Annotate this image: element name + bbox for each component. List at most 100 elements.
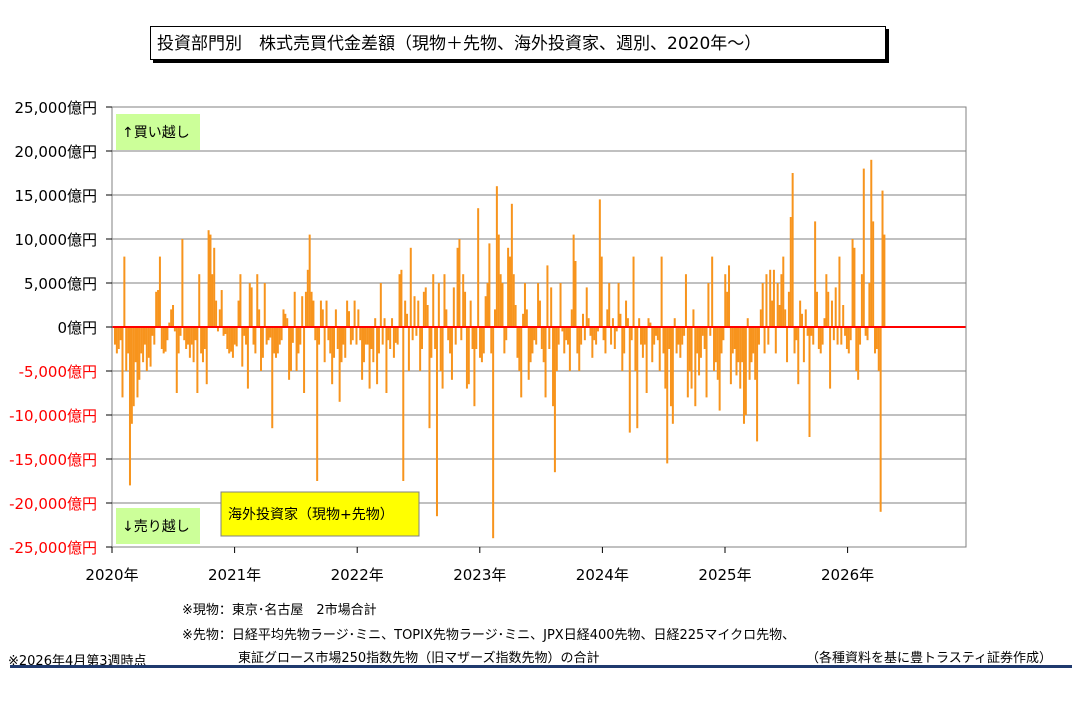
bar — [507, 247, 510, 327]
bar — [213, 247, 216, 327]
bar — [177, 327, 180, 354]
y-tick-label: -20,000億円 — [9, 495, 97, 513]
buy-label-box — [116, 114, 200, 150]
bar — [295, 327, 298, 371]
bar — [153, 327, 156, 345]
bar — [125, 327, 128, 371]
bar — [346, 300, 349, 327]
bar — [726, 291, 729, 327]
bar — [647, 318, 650, 327]
bar — [596, 327, 599, 332]
bar — [696, 327, 699, 354]
bar — [254, 327, 257, 354]
bar — [344, 327, 347, 358]
bar — [580, 327, 583, 345]
futures-note-line2: 東証グロース市場250指数先物（旧マザーズ指数先物）の合計 — [238, 651, 600, 666]
bar — [398, 274, 401, 327]
bar — [688, 327, 691, 371]
bar — [778, 305, 781, 327]
footer-divider — [10, 665, 1072, 668]
bar — [604, 327, 607, 354]
bar — [767, 327, 770, 345]
bar — [791, 173, 794, 327]
bar — [132, 327, 135, 407]
spot-note: ※現物：東京･名古屋 2市場合計 — [182, 603, 377, 618]
bar — [338, 327, 341, 402]
bar — [581, 313, 584, 327]
bar — [443, 274, 446, 327]
bar — [849, 327, 852, 341]
bar — [844, 327, 847, 336]
bar — [121, 327, 124, 398]
bar — [561, 327, 564, 332]
bar — [709, 327, 712, 336]
y-tick-label: 10,000億円 — [15, 231, 98, 249]
x-tick-label: 2024年 — [576, 566, 629, 584]
bar — [823, 318, 826, 327]
bar — [301, 296, 304, 327]
bar — [185, 327, 188, 349]
bar — [441, 327, 444, 389]
bar — [537, 283, 540, 327]
bar — [308, 234, 311, 327]
bar — [114, 327, 116, 345]
bar — [172, 305, 175, 327]
bar — [258, 309, 261, 327]
bar — [205, 327, 208, 385]
bar — [462, 274, 465, 327]
sell-label: ↓売り越し — [122, 519, 190, 535]
bar — [235, 327, 238, 347]
bar — [701, 327, 704, 336]
bar — [348, 311, 350, 327]
bar — [499, 274, 502, 327]
bar — [512, 274, 515, 327]
bar — [407, 327, 410, 371]
bar — [729, 327, 732, 385]
bar — [454, 327, 457, 345]
bar — [422, 291, 425, 327]
bar — [842, 305, 845, 327]
bar — [641, 327, 644, 358]
bar — [396, 327, 399, 345]
x-tick-label: 2020年 — [85, 566, 138, 584]
bar — [218, 309, 221, 327]
bar — [750, 327, 753, 363]
bar — [495, 186, 498, 327]
bar — [383, 318, 386, 327]
bar — [316, 327, 319, 481]
bar — [613, 327, 616, 349]
bar — [829, 327, 832, 389]
bar — [658, 327, 661, 371]
bar — [447, 327, 450, 341]
bar — [741, 327, 744, 363]
bar — [508, 256, 511, 327]
y-tick-label: -5,000億円 — [19, 363, 97, 381]
bar — [518, 327, 521, 371]
bar — [563, 327, 566, 354]
bar — [117, 327, 120, 349]
bar — [810, 327, 813, 336]
bar — [664, 327, 667, 389]
bar — [260, 327, 263, 371]
y-tick-label: -25,000億円 — [9, 539, 97, 557]
bar — [673, 318, 676, 327]
bar — [289, 327, 292, 371]
bar — [381, 327, 384, 345]
bar — [666, 327, 669, 464]
bar — [744, 327, 747, 415]
bar — [851, 239, 854, 327]
x-axis: 2020年 2021年 2022年 2023年 2024年 2025年 2026年 — [85, 547, 874, 584]
bar — [739, 327, 742, 389]
bar — [812, 327, 815, 345]
bar — [728, 265, 731, 327]
bar — [391, 318, 394, 327]
bar — [565, 327, 568, 341]
bar — [250, 287, 253, 327]
bar — [711, 256, 714, 327]
bar — [784, 309, 787, 327]
bar — [203, 327, 206, 349]
bar — [147, 327, 150, 358]
bar — [714, 327, 717, 363]
bar — [542, 327, 545, 363]
bar — [276, 327, 279, 354]
